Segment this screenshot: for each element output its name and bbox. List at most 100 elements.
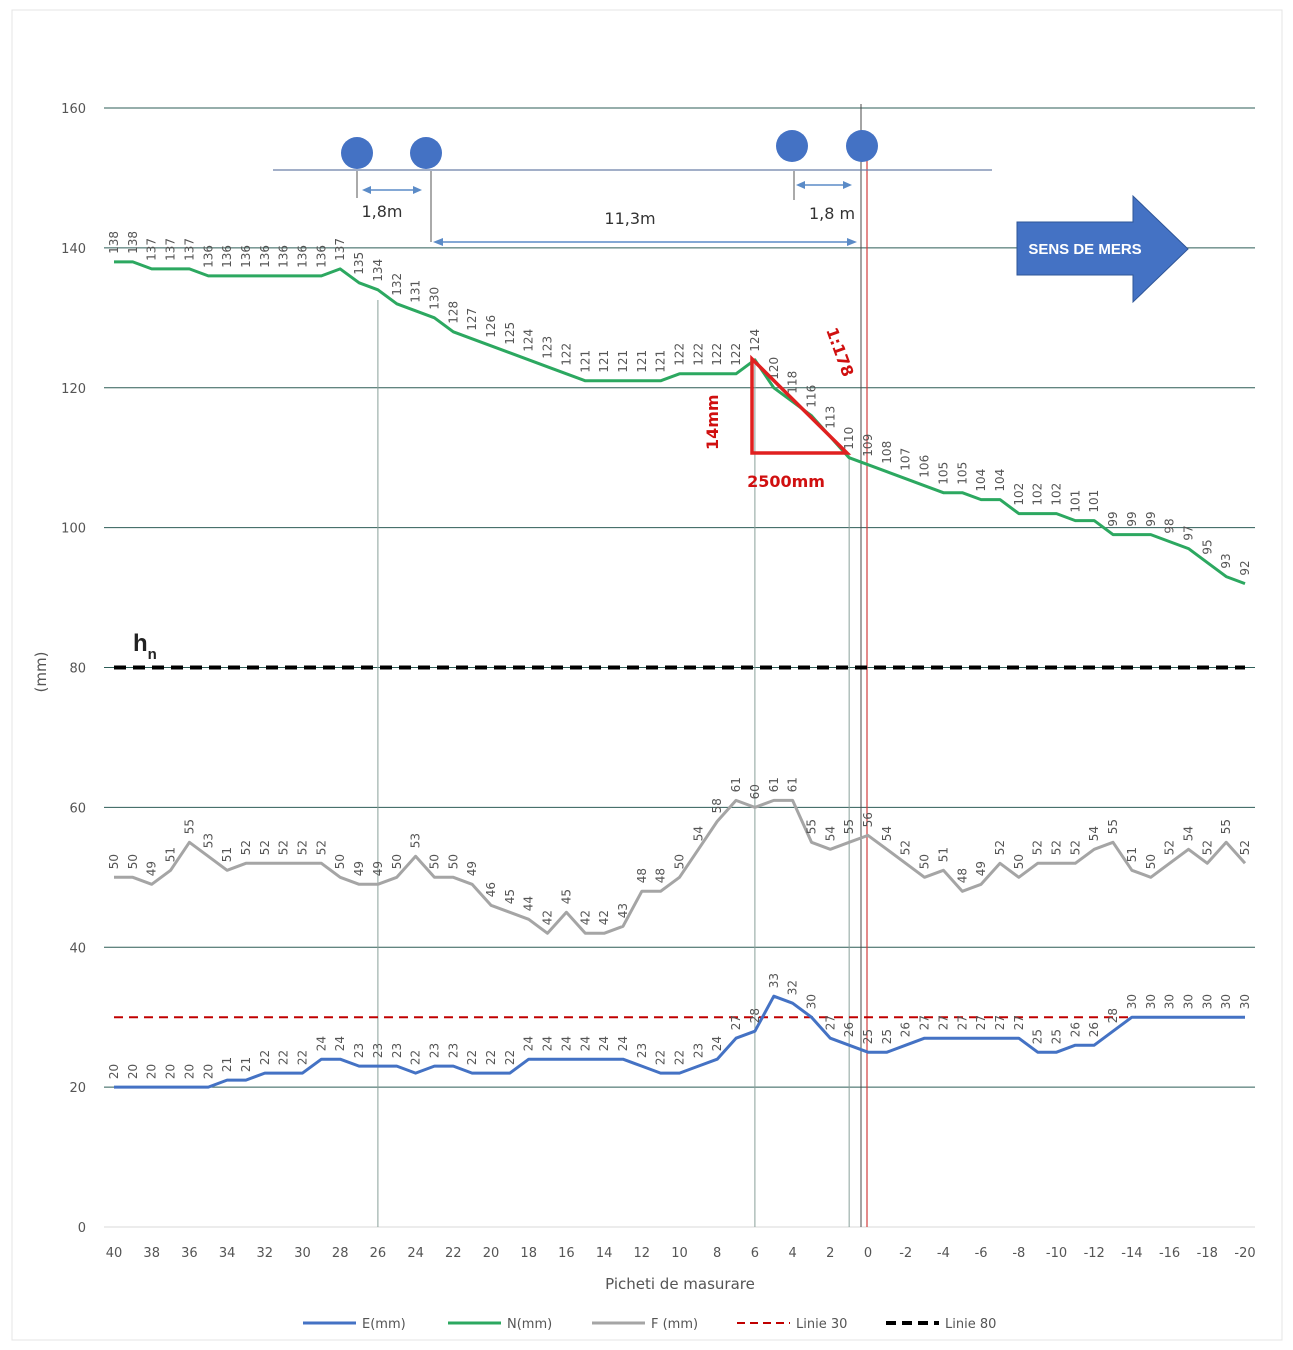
data-label: 30 xyxy=(1219,994,1233,1009)
y-tick-label: 120 xyxy=(61,382,86,397)
x-tick-label: 12 xyxy=(634,1246,651,1261)
data-label: 55 xyxy=(182,819,196,834)
data-label: 104 xyxy=(993,469,1007,492)
data-label: 52 xyxy=(1068,840,1082,855)
y-tick-label: 100 xyxy=(61,522,86,537)
data-label: 93 xyxy=(1219,553,1233,568)
data-label: 137 xyxy=(164,238,178,261)
data-label: 30 xyxy=(1163,994,1177,1009)
data-label: 53 xyxy=(201,833,215,848)
data-label: 52 xyxy=(1163,840,1177,855)
data-label: 33 xyxy=(767,973,781,988)
data-label: 27 xyxy=(936,1015,950,1030)
data-label: 107 xyxy=(899,448,913,471)
svg-text:Linie 80: Linie 80 xyxy=(945,1317,996,1332)
data-label: 132 xyxy=(390,273,404,296)
y-tick-label: 20 xyxy=(69,1081,86,1096)
data-label: 24 xyxy=(578,1036,592,1051)
data-label: 53 xyxy=(409,833,423,848)
direction-label: SENS DE MERS xyxy=(1028,241,1141,258)
x-tick-label: 32 xyxy=(257,1246,274,1261)
data-label: 121 xyxy=(597,350,611,373)
data-label: 122 xyxy=(691,343,705,366)
data-label: 21 xyxy=(239,1057,253,1072)
x-tick-label: -8 xyxy=(1012,1246,1025,1261)
y-tick-label: 60 xyxy=(69,801,86,816)
data-label: 50 xyxy=(1144,854,1158,869)
x-tick-label: 30 xyxy=(294,1246,311,1261)
data-label: 24 xyxy=(314,1036,328,1051)
data-label: 28 xyxy=(748,1008,762,1023)
data-label: 50 xyxy=(446,854,460,869)
data-label: 32 xyxy=(786,980,800,995)
series-n-line xyxy=(114,260,1246,586)
x-tick-label: -18 xyxy=(1197,1246,1218,1261)
data-label: 25 xyxy=(880,1029,894,1044)
data-label: 46 xyxy=(484,882,498,897)
series-lines xyxy=(114,260,1247,1089)
reference-lines xyxy=(114,665,1245,1019)
data-label: 30 xyxy=(1182,994,1196,1009)
x-tick-label: 22 xyxy=(445,1246,462,1261)
data-label: 26 xyxy=(1087,1022,1101,1037)
data-label: 124 xyxy=(748,329,762,352)
data-label: 136 xyxy=(258,245,272,268)
data-label: 101 xyxy=(1068,490,1082,513)
data-label: 135 xyxy=(352,252,366,275)
dim-label-3: 1,8 m xyxy=(809,204,855,223)
data-label: 105 xyxy=(936,462,950,485)
x-tick-label: -4 xyxy=(937,1246,950,1261)
data-label: 136 xyxy=(220,245,234,268)
data-label: 28 xyxy=(1106,1008,1120,1023)
hn-label: hn xyxy=(133,630,157,663)
data-label: 128 xyxy=(446,301,460,324)
data-label: 25 xyxy=(1050,1029,1064,1044)
direction-arrow xyxy=(1016,194,1189,304)
svg-text:E(mm): E(mm) xyxy=(362,1317,406,1332)
data-label: 22 xyxy=(654,1050,668,1065)
data-label: 54 xyxy=(691,826,705,841)
data-label: 136 xyxy=(296,245,310,268)
data-label: 116 xyxy=(805,385,819,408)
data-label: 45 xyxy=(503,889,517,904)
x-tick-label: 18 xyxy=(520,1246,537,1261)
chart-frame xyxy=(11,9,1283,1341)
data-label: 23 xyxy=(371,1043,385,1058)
data-label: 23 xyxy=(446,1043,460,1058)
data-label: 54 xyxy=(880,826,894,841)
data-label: 51 xyxy=(1125,847,1139,862)
data-label: 102 xyxy=(1012,483,1026,506)
data-label: 50 xyxy=(673,854,687,869)
data-label: 52 xyxy=(1050,840,1064,855)
data-label: 50 xyxy=(107,854,121,869)
svg-text:F (mm): F (mm) xyxy=(651,1317,698,1332)
data-label: 20 xyxy=(164,1064,178,1079)
legend-item-f: F (mm) xyxy=(592,1317,698,1332)
data-label: 20 xyxy=(126,1064,140,1079)
data-label: 108 xyxy=(880,441,894,464)
data-label: 120 xyxy=(767,357,781,380)
data-label: 50 xyxy=(427,854,441,869)
data-label: 22 xyxy=(277,1050,291,1065)
x-tick-label: 4 xyxy=(788,1246,796,1261)
dim-label-1: 1,8m xyxy=(361,202,402,221)
data-label: 121 xyxy=(654,350,668,373)
data-label: 23 xyxy=(691,1043,705,1058)
data-label: 138 xyxy=(107,231,121,254)
data-label: 55 xyxy=(805,819,819,834)
data-label: 136 xyxy=(201,245,215,268)
data-label: 134 xyxy=(371,259,385,282)
data-label: 23 xyxy=(635,1043,649,1058)
dim-arrow-3-head-left xyxy=(796,181,805,189)
data-label: 110 xyxy=(842,427,856,450)
data-label: 27 xyxy=(955,1015,969,1030)
wheel-1 xyxy=(341,137,373,169)
data-label: 20 xyxy=(201,1064,215,1079)
data-label: 48 xyxy=(654,868,668,883)
data-label: 137 xyxy=(145,238,159,261)
data-label: 49 xyxy=(371,861,385,876)
svg-text:Linie 30: Linie 30 xyxy=(796,1317,847,1332)
data-label: 27 xyxy=(823,1015,837,1030)
data-label: 23 xyxy=(427,1043,441,1058)
